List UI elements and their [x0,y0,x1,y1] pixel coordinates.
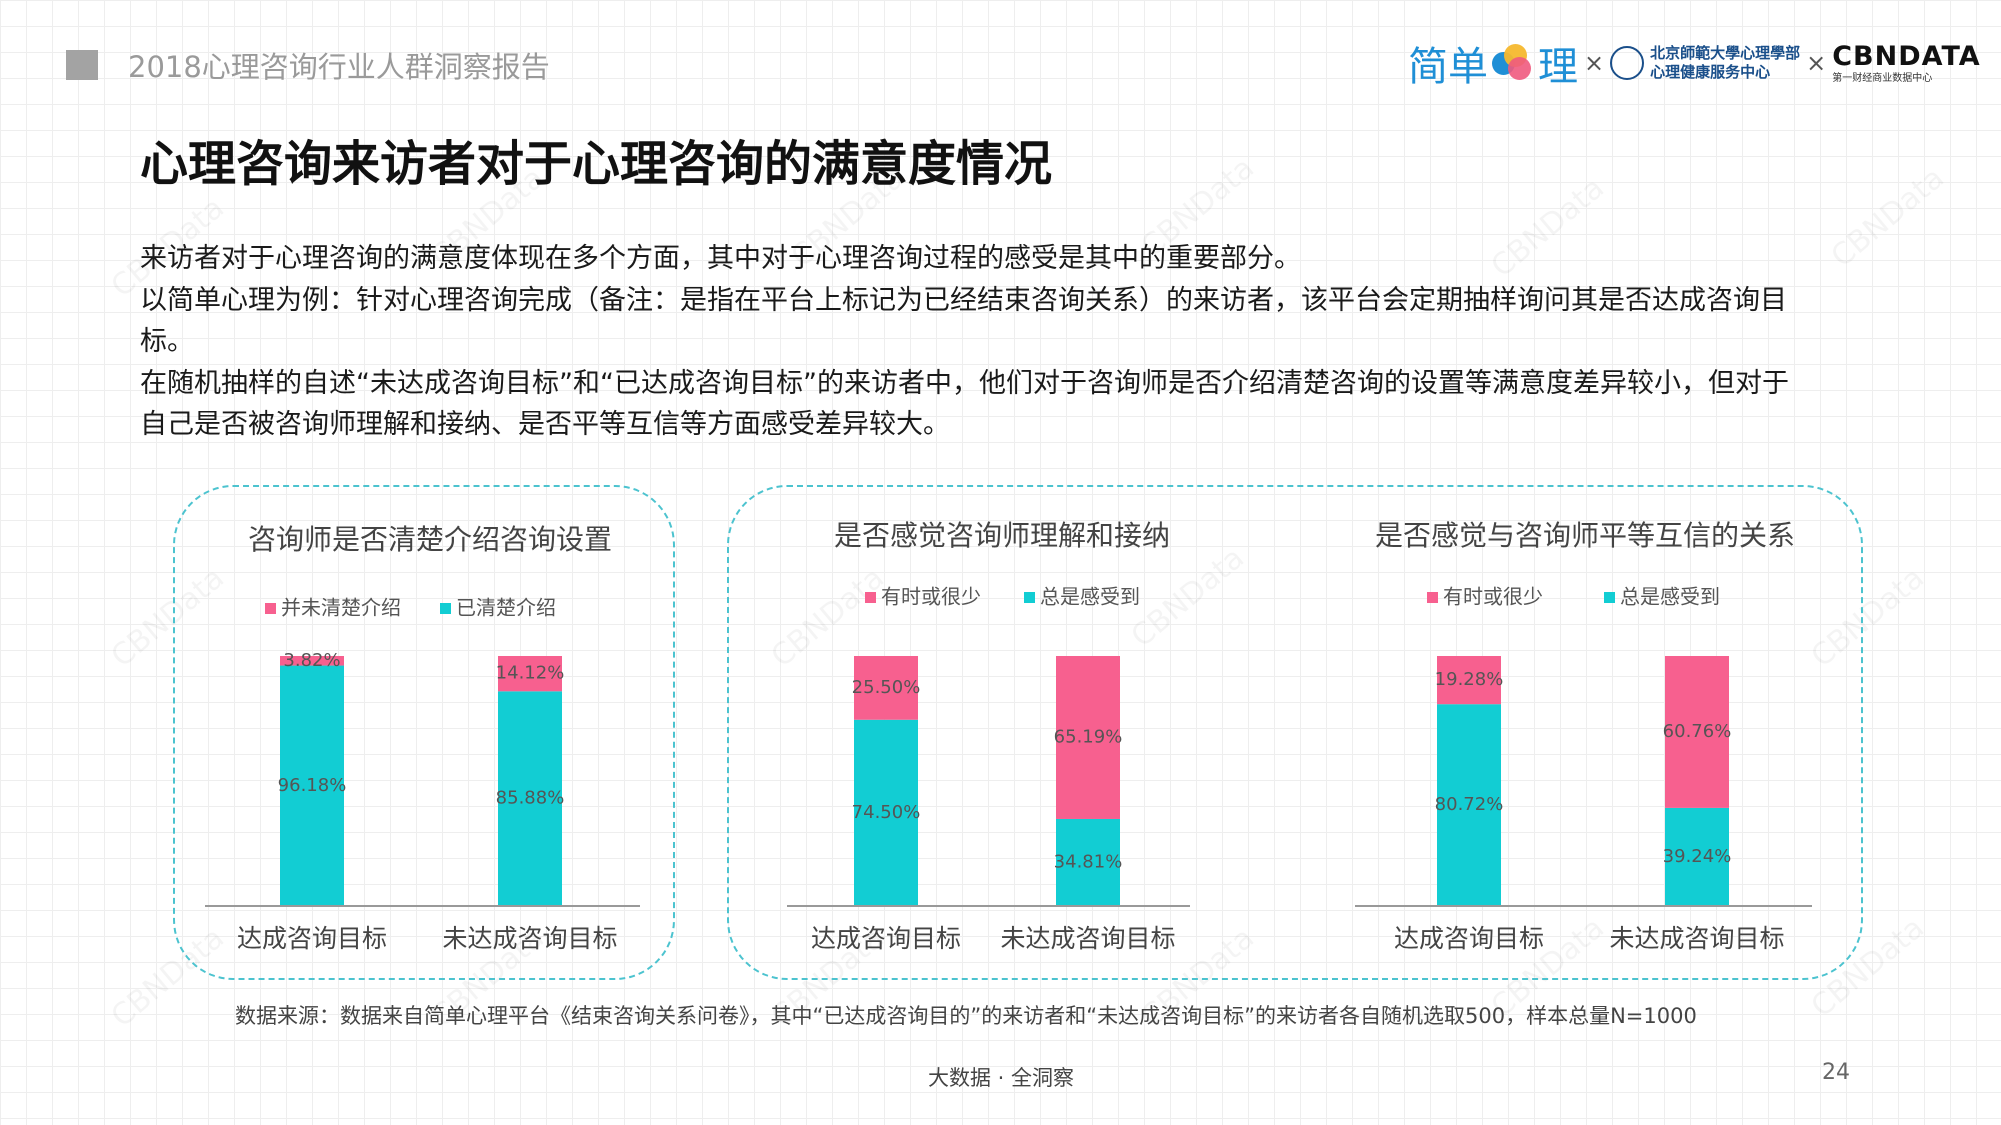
category-label: 未达成咨询目标 [1609,924,1784,953]
legend-label: 有时或很少 [881,585,981,609]
footer-slogan: 大数据 · 全洞察 [928,1066,1075,1090]
cbndata-logo-text: CBNDATA [1832,40,1981,72]
bar-segment [854,656,918,720]
data-label: 19.28% [1435,669,1504,690]
legend-swatch [1427,592,1438,603]
category-label: 达成咨询目标 [1394,924,1544,953]
bar-segment [1437,656,1501,705]
legend-label: 有时或很少 [1443,585,1543,609]
legend-swatch [865,592,876,603]
cbndata-logo-subtext: 第一财经商业数据中心 [1832,72,1933,84]
data-label: 74.50% [852,802,921,823]
chart-panel-left [173,485,675,980]
chart-panel-right [727,485,1863,980]
category-label: 达成咨询目标 [237,924,387,953]
bnu-logo-line2: 心理健康服务中心 [1650,63,1771,81]
times-sign: × [1584,49,1605,77]
data-label: 65.19% [1054,726,1123,747]
jiandan-logo: 简单 理 [1408,34,1578,92]
bar-segment [1056,818,1120,906]
intro-text: 来访者对于心理咨询的满意度体现在多个方面，其中对于心理咨询过程的感受是其中的重要… [140,238,1800,446]
category-label: 未达成咨询目标 [442,924,617,953]
legend-label: 并未清楚介绍 [281,596,401,620]
header-marker [66,50,98,80]
bar-segment [854,719,918,906]
page-number: 24 [1822,1060,1850,1085]
legend-swatch [1604,592,1615,603]
intro-paragraph: 以简单心理为例：针对心理咨询完成（备注：是指在平台上标记为已经结束咨询关系）的来… [140,284,1787,358]
jiandan-logo-text-right: 理 [1538,44,1578,90]
data-label: 14.12% [496,663,565,684]
data-label: 60.76% [1663,721,1732,742]
legend-label: 总是感受到 [1040,585,1140,609]
chart-title: 是否感觉咨询师理解和接纳 [834,519,1170,552]
legend-label: 已清楚介绍 [456,596,556,620]
data-label: 85.88% [496,788,565,809]
chart-title: 咨询师是否清楚介绍咨询设置 [248,523,612,556]
legend-label: 总是感受到 [1620,585,1720,609]
legend-swatch [1024,592,1035,603]
data-label: 25.50% [852,677,921,698]
partner-logos: 简单 理 × 北京師範大學心理學部 心理健康服务中心 × CBNDATA 第一财… [1408,38,1981,91]
bar-segment [498,656,562,692]
bnu-seal-icon [1610,46,1645,80]
bar-segment [280,665,344,906]
bnu-logo: 北京師範大學心理學部 心理健康服务中心 [1610,44,1800,82]
intro-paragraph: 来访者对于心理咨询的满意度体现在多个方面，其中对于心理咨询过程的感受是其中的重要… [140,243,1301,274]
bar-segment [1665,807,1729,906]
report-title: 2018心理咨询行业人群洞察报告 [128,50,550,84]
page-title: 心理咨询来访者对于心理咨询的满意度情况 [140,136,1053,192]
data-source-note: 数据来源：数据来自简单心理平台《结束咨询关系问卷》，其中“已达成咨询目的”的来访… [235,1004,1697,1028]
jiandan-logo-text-left: 简单 [1408,44,1488,90]
bar-segment [1437,704,1501,906]
bar-segment [1056,656,1120,819]
data-label: 96.18% [278,775,347,796]
data-label: 34.81% [1054,851,1123,872]
times-sign: × [1806,49,1827,77]
bar-segment [498,691,562,906]
data-label: 39.24% [1663,846,1732,867]
intro-paragraph: 在随机抽样的自述“未达成咨询目标”和“已达成咨询目标”的来访者中，他们对于咨询师… [140,367,1789,441]
chart-title: 是否感觉与咨询师平等互信的关系 [1375,519,1795,552]
data-label: 80.72% [1435,794,1504,815]
category-label: 未达成咨询目标 [1000,924,1175,953]
bar-segment [1665,656,1729,808]
bar-segment [280,656,344,666]
data-label: 3.82% [283,650,340,671]
jiandan-logo-mark [1492,44,1534,82]
legend-swatch [440,603,451,614]
category-label: 达成咨询目标 [811,924,961,953]
cbndata-logo: CBNDATA 第一财经商业数据中心 [1832,43,1980,84]
legend-swatch [265,603,276,614]
bnu-logo-line1: 北京師範大學心理學部 [1650,44,1801,62]
